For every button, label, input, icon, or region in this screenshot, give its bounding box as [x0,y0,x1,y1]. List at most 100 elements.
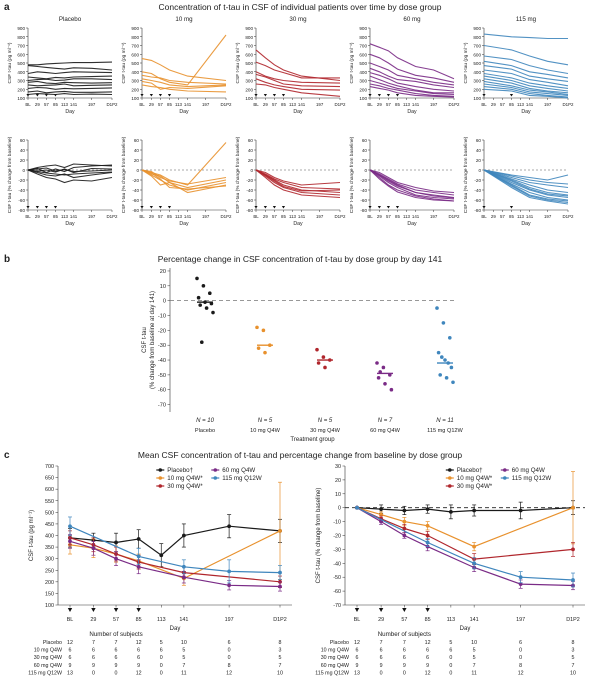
c-right-dose-arrow [402,608,407,612]
c-left-subject-count: 11 [181,670,187,676]
b-point [440,355,444,359]
a-bottom-0-ytick-label: 20 [20,158,26,163]
a-bottom-0-patient-line [27,167,113,173]
c-right-xtick-label: 85 [425,617,431,623]
c-right-subject-count: 6 [403,648,406,654]
c-right-ytick-label: -70 [333,603,341,609]
c-right-subject-count: 12 [425,640,431,646]
a-top-1-ytick-label: 400 [131,70,139,75]
a-top-2-ytick-label: 800 [245,35,253,40]
c-right-mean-line [356,507,574,513]
c-right-mean-point [379,512,383,517]
c-left-xtick-label: 29 [90,617,96,623]
a-bottom-0-dose-arrow [53,206,58,209]
a-top-0-dose-arrow [35,94,39,97]
a-top-4-xtick-label: 29 [491,102,496,107]
c-left-subject-count: 10 [181,640,187,646]
a-bottom-0-xtick-label: 113 [61,214,69,219]
c-left-mean-point [91,546,96,551]
c-right-mean-point [425,507,430,511]
c-left-legend-marker [158,476,163,480]
c-left-ytick-label: 300 [45,557,54,563]
a-bottom-0-xtick-label: BL [25,214,31,219]
c-left-mean-point [181,564,186,569]
a-top-4-patient-line [483,44,569,66]
c-right-subject-count: 0 [449,670,452,676]
a-bottom-4-patient-line [483,169,569,194]
a-top-1-xtick-label: 57 [158,102,163,107]
c-right-subject-count: 9 [426,663,429,669]
a-top-3-xtick-label: 85 [395,102,400,107]
panel-c-title: Mean CSF concentration of t-tau and perc… [138,450,462,460]
c-left-subject-count: 9 [115,663,118,669]
c-right-subject-count: 12 [425,670,431,676]
a-bottom-1-ytick-label: 0 [136,168,139,173]
c-right-subject-count: 5 [572,655,575,661]
a-bottom-4-xtick-label: 29 [491,214,496,219]
c-left-ytick-label: 700 [45,464,54,470]
c-right-mean-line [356,507,574,587]
b-point [443,358,447,362]
c-left-subject-count: 5 [279,655,282,661]
c-right-subject-row-label: 30 mg Q4W [321,655,349,661]
c-left-mean-point [114,540,118,545]
b-ylabel: CSF t-tau [142,327,148,353]
c-right-subject-row-label: 115 mg Q12W [315,670,349,676]
c-right-subject-count: 13 [354,670,360,676]
b-n-label: N = 5 [318,418,333,424]
c-right-xtick-label: BL [354,617,361,623]
b-n-label: N = 7 [378,418,393,424]
a-bottom-4-patient-line [483,169,569,205]
b-point [451,380,455,385]
c-right-subject-count: 6 [519,640,522,646]
c-left-subject-row-label: 10 mg Q4W [34,648,62,654]
a-top-4-ytick-label: 600 [473,52,481,57]
c-right-legend-marker [503,468,507,472]
a-top-3-patient-line [369,83,455,97]
a-bottom-2-ytick-label: -60 [246,198,253,203]
b-ytick-label: 20 [160,269,166,275]
a-bottom-2-patient-line [255,169,341,186]
a-bottom-0-dose-arrow [44,206,49,209]
a-top-0-ytick-label: 500 [17,61,25,66]
a-bottom-0-ytick-label: 60 [20,138,26,143]
a-top-4-patient-line [483,78,569,94]
c-right-legend-label: 30 mg Q4W* [457,483,493,490]
b-ytick-label: -20 [158,328,166,334]
a-top-4-ytick-label: 300 [473,79,481,84]
c-left-xtick-label: 85 [136,617,142,623]
c-right-subject-count: 0 [449,663,452,669]
a-bottom-3-dose-arrow [377,206,381,209]
c-left-mean-point [136,564,141,569]
c-left-subject-count: 0 [115,670,118,676]
a-bottom-2-xtick-label: BL [253,214,259,219]
a-bottom-1-dose-arrow [158,206,163,209]
a-bottom-0-patient-line [27,169,113,184]
a-bottom-1-ytick-label: -80 [132,208,139,213]
c-right-xlabel: Day [460,626,471,632]
c-left-dose-arrow [136,608,141,612]
a-top-2-dose-arrow [281,94,286,97]
c-right-mean-point [448,509,453,514]
a-top-1-ytick-label: 500 [131,61,139,66]
a-top-3-xtick-label: 141 [412,102,420,107]
c-left-subject-count: 0 [160,663,163,669]
b-point [448,335,452,340]
a-top-4-patient-line [483,72,569,89]
b-point [449,365,454,370]
a-bottom-3-ylabel: CSF t-tau (% change from baseline) [349,136,355,213]
c-right-mean-point [518,508,523,513]
b-group-label: 30 mg Q4W [310,428,341,434]
c-left-ytick-label: 200 [45,580,54,586]
a-top-4-ytick-label: 500 [473,61,481,66]
a-top-4-ytick-label: 100 [473,96,481,101]
c-left-legend-label: 115 mg Q12W [222,475,262,482]
a-bottom-3-xtick-label: BL [367,214,373,219]
a-bottom-2-dose-arrow [281,206,286,209]
c-right-legend-label: 60 mg Q4W [512,467,545,474]
a-bottom-1-ytick-label: -60 [132,198,139,203]
c-left-xtick-label: 197 [225,617,234,623]
a-bottom-3-ytick-label: 0 [364,168,367,173]
c-right-mean-point [472,561,477,566]
c-right-legend-marker [448,468,452,472]
